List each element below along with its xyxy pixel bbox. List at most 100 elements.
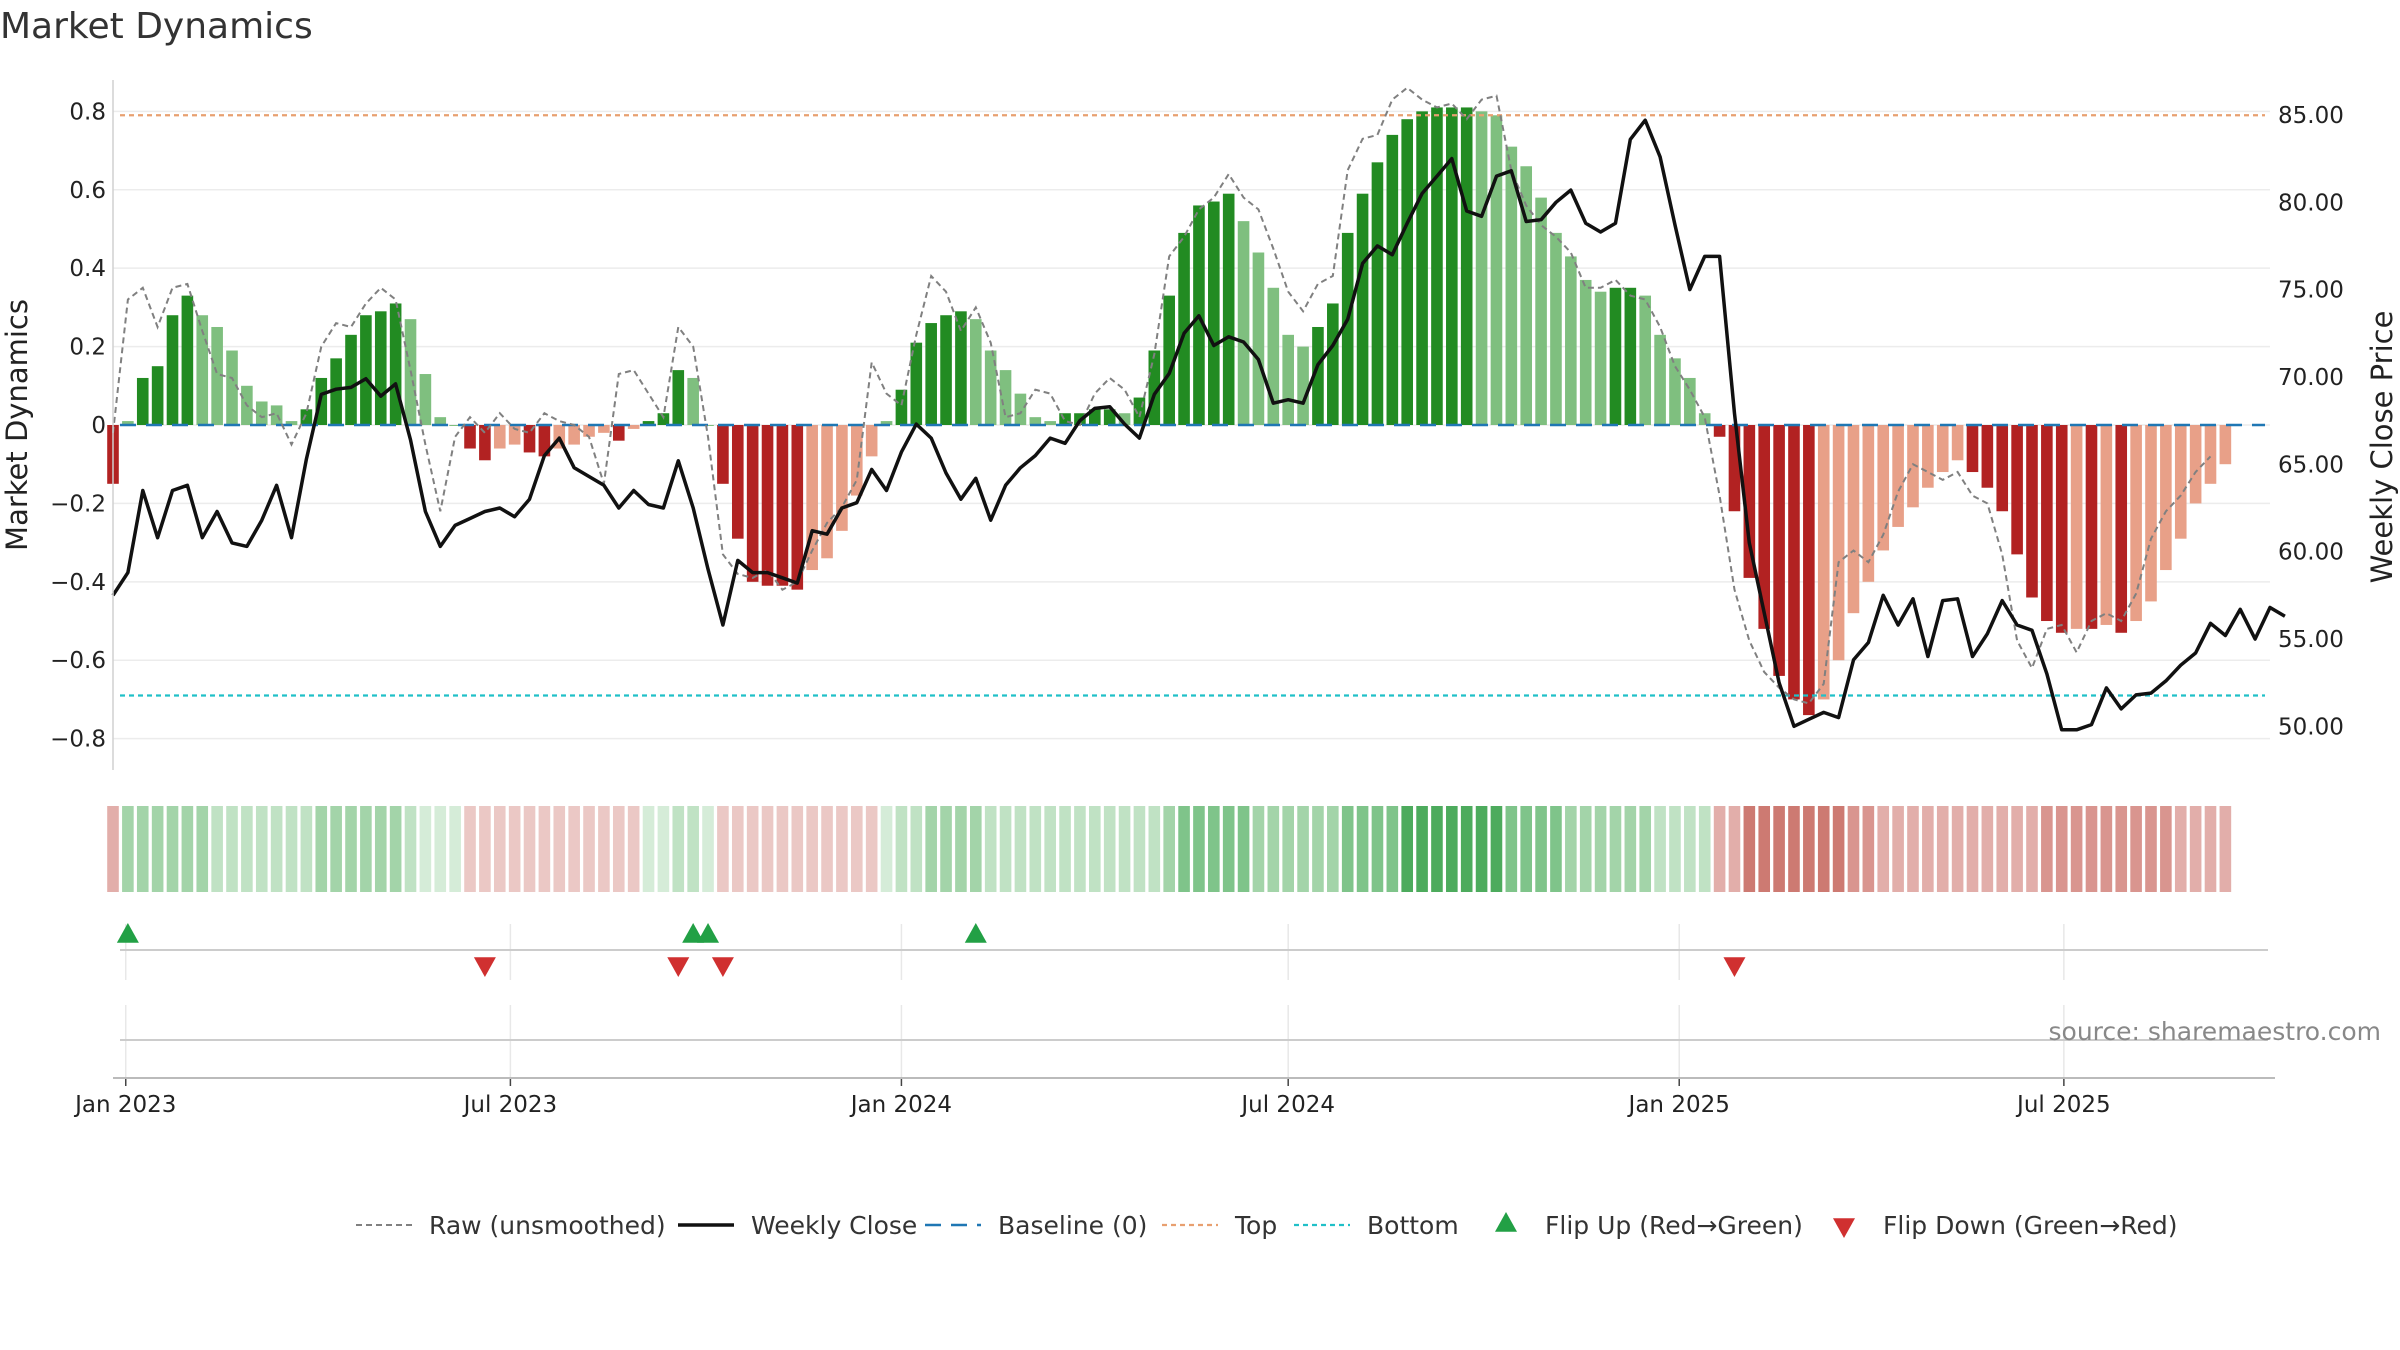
- strength-cell: [865, 806, 878, 892]
- dynamics-bar: [1103, 409, 1116, 425]
- strength-cell: [315, 806, 328, 892]
- strength-cell: [374, 806, 387, 892]
- strength-cell: [493, 806, 506, 892]
- y-left-tick-label: 0: [91, 413, 106, 439]
- strength-cell: [1847, 806, 1860, 892]
- dynamics-bar: [389, 303, 402, 425]
- strength-strip: [107, 806, 2232, 892]
- strength-cell: [1951, 806, 1964, 892]
- strength-cell: [1029, 806, 1042, 892]
- dynamics-bar: [1594, 291, 1607, 425]
- dynamics-bar: [1907, 425, 1919, 508]
- strength-cell: [1089, 806, 1101, 892]
- dynamics-bar: [226, 350, 238, 425]
- strength-cell: [568, 806, 580, 892]
- strength-cell: [479, 806, 491, 892]
- strength-cell: [1282, 806, 1294, 892]
- dynamics-bar: [776, 425, 789, 586]
- dynamics-bar: [1237, 221, 1250, 425]
- strength-cell: [151, 806, 164, 892]
- strength-cell: [925, 806, 937, 892]
- strength-cell: [821, 806, 833, 892]
- dynamics-bar: [345, 334, 357, 425]
- dynamics-bar: [1029, 417, 1042, 425]
- y-left-tick-label: −0.4: [50, 570, 106, 596]
- strength-cell: [1222, 806, 1235, 892]
- line-layer: [111, 86, 2286, 732]
- y-left-tick-label: 0.4: [69, 256, 106, 282]
- dynamics-bar: [1416, 111, 1428, 425]
- y-left-tick-label: 0.2: [69, 335, 106, 361]
- strength-cell: [1639, 806, 1652, 892]
- dynamics-bar: [1059, 413, 1071, 425]
- strength-cell: [1059, 806, 1071, 892]
- dynamics-bar: [612, 425, 625, 441]
- strength-cell: [1892, 806, 1904, 892]
- dynamics-bar: [479, 425, 491, 461]
- dynamics-bar: [2174, 425, 2187, 539]
- dynamics-bar: [1327, 303, 1339, 425]
- y-left-axis-label: Market Dynamics: [0, 299, 34, 551]
- strength-cell: [717, 806, 729, 892]
- strength-cell: [1148, 806, 1161, 892]
- dynamics-bar: [1386, 134, 1399, 426]
- strength-cell: [1817, 806, 1830, 892]
- strength-cell: [2085, 806, 2098, 892]
- legend: Raw (unsmoothed) Weekly Close Baseline (0)…: [356, 1211, 2178, 1240]
- y-left-tick-label: −0.6: [50, 648, 106, 674]
- strength-cell: [1103, 806, 1116, 892]
- dynamics-bar: [746, 425, 759, 582]
- dynamics-bar: [2115, 425, 2128, 633]
- dynamics-bar: [2070, 425, 2083, 629]
- dynamics-bar: [330, 358, 342, 425]
- dynamics-bar: [1505, 146, 1518, 426]
- grid-layer: [113, 110, 2270, 1078]
- strength-cell: [1609, 806, 1622, 892]
- dynamics-bar: [508, 425, 521, 445]
- strength-cell: [791, 806, 804, 892]
- strength-cell: [211, 806, 223, 892]
- x-tick-label: Jul 2025: [2015, 1092, 2111, 1118]
- strength-cell: [226, 806, 238, 892]
- dynamics-bar: [2011, 425, 2023, 555]
- strength-cell: [657, 806, 670, 892]
- dynamics-bar: [999, 370, 1012, 425]
- dynamics-bar: [1966, 425, 1979, 473]
- dynamics-bar: [493, 425, 506, 449]
- strength-cell: [1327, 806, 1339, 892]
- strength-cell: [836, 806, 848, 892]
- strength-cell: [746, 806, 759, 892]
- strength-cell: [1312, 806, 1324, 892]
- strength-cell: [1044, 806, 1056, 892]
- dynamics-bar: [449, 425, 461, 426]
- strength-cell: [1237, 806, 1250, 892]
- strength-cell: [1922, 806, 1934, 892]
- strength-cell: [1163, 806, 1175, 892]
- y-right-tick-label: 60.00: [2278, 540, 2344, 566]
- strength-cell: [538, 806, 551, 892]
- dynamics-bar: [1014, 393, 1027, 425]
- dynamics-bar: [1832, 425, 1845, 661]
- y-left-tick-label: 0.6: [69, 178, 106, 204]
- dynamics-bar: [1773, 425, 1785, 676]
- strength-cell: [1386, 806, 1399, 892]
- dynamics-bar: [151, 366, 164, 425]
- dynamics-bar: [1520, 166, 1533, 425]
- dynamics-bar: [1877, 425, 1890, 551]
- strength-cell: [1624, 806, 1637, 892]
- y-left-tick-label: 0.8: [69, 99, 106, 125]
- strength-cell: [1936, 806, 1949, 892]
- strength-cell: [1535, 806, 1547, 892]
- legend-label: Bottom: [1367, 1211, 1459, 1240]
- dynamics-bar: [1713, 425, 1726, 437]
- strength-cell: [702, 806, 714, 892]
- dynamics-bar: [940, 315, 952, 425]
- flip-markers: [116, 923, 1746, 977]
- dynamics-bar: [969, 319, 982, 425]
- dynamics-bar: [657, 413, 670, 425]
- y-right-tick-label: 65.00: [2278, 452, 2344, 478]
- strength-cell: [241, 806, 253, 892]
- dynamics-bar: [1446, 107, 1458, 426]
- strength-cell: [1981, 806, 1994, 892]
- x-tick-label: Jul 2024: [1239, 1092, 1335, 1118]
